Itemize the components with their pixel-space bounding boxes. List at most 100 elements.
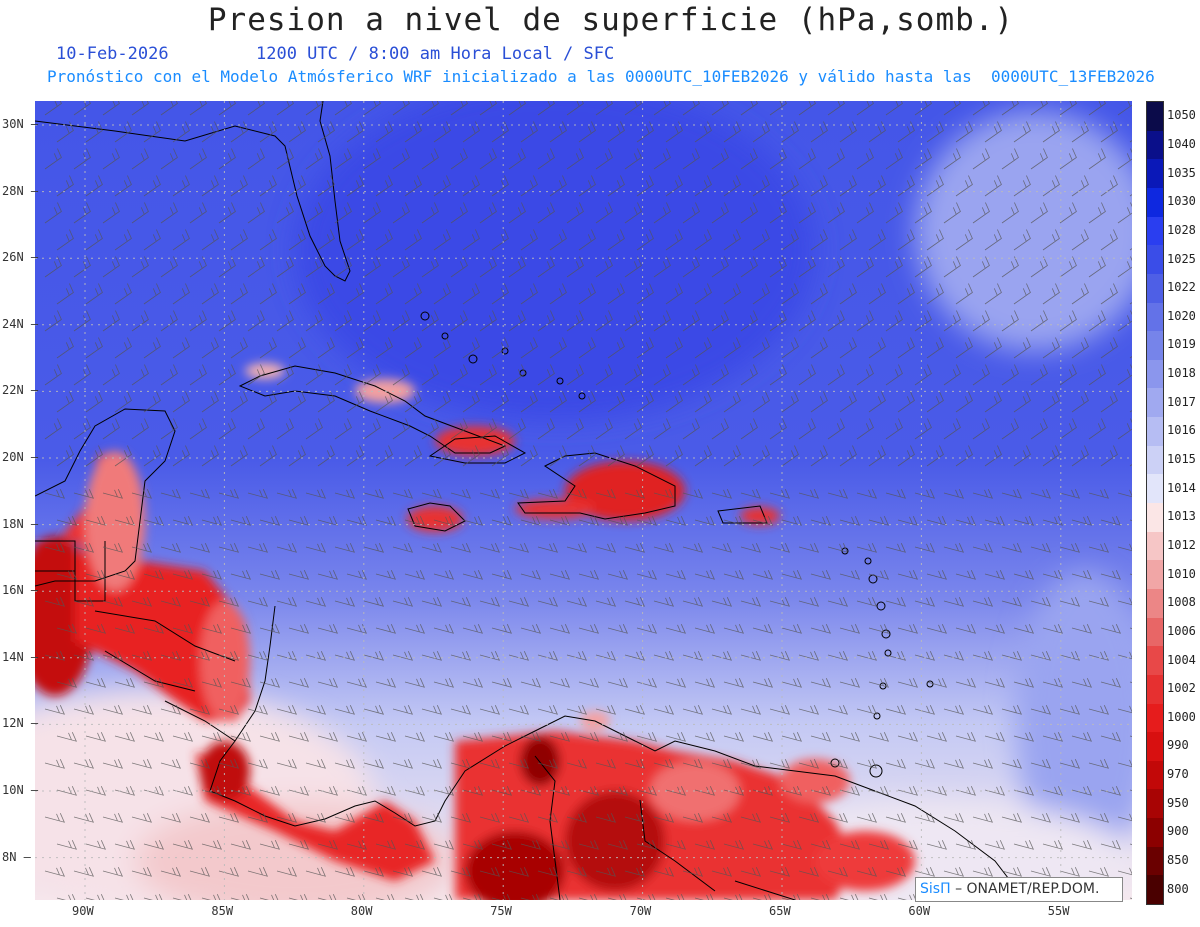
wind-barb bbox=[1013, 445, 1031, 467]
wind-barb bbox=[189, 759, 211, 769]
wind-barb bbox=[288, 624, 310, 634]
wind-barb bbox=[856, 813, 878, 823]
wind-barb bbox=[827, 202, 845, 224]
wind-barb bbox=[305, 202, 323, 224]
wind-barb bbox=[56, 445, 74, 467]
wind-barb bbox=[114, 391, 132, 413]
wind-barb bbox=[972, 310, 990, 332]
wind-barb bbox=[247, 489, 269, 499]
wind-barb bbox=[926, 624, 948, 634]
wind-barb bbox=[665, 732, 687, 742]
wind-barb bbox=[288, 337, 306, 359]
wind-barb bbox=[305, 759, 327, 769]
wind-barb bbox=[810, 732, 832, 742]
wind-barb bbox=[943, 310, 961, 332]
wind-barb bbox=[317, 732, 339, 742]
colorbar-label: 1000 bbox=[1167, 709, 1196, 724]
wind-barb bbox=[160, 867, 182, 877]
wind-barb bbox=[404, 894, 424, 900]
wind-barb bbox=[172, 229, 190, 251]
wind-barb bbox=[102, 759, 124, 769]
wind-barb bbox=[143, 624, 165, 634]
wind-barb bbox=[73, 867, 95, 877]
colorbar-label: 800 bbox=[1167, 881, 1189, 896]
wind-barb bbox=[868, 678, 890, 688]
wind-barb bbox=[955, 570, 977, 580]
wind-barb bbox=[943, 101, 961, 116]
wind-barb bbox=[926, 732, 948, 742]
wind-barb bbox=[508, 705, 530, 715]
colorbar-segment bbox=[1147, 302, 1163, 332]
wind-barb bbox=[665, 570, 687, 580]
wind-barb bbox=[537, 489, 559, 499]
wind-barb bbox=[433, 391, 451, 413]
wind-barb bbox=[508, 489, 530, 499]
colorbar-label: 1020 bbox=[1167, 308, 1196, 323]
wind-barb bbox=[752, 175, 770, 197]
wind-barb bbox=[914, 418, 932, 440]
wind-barb bbox=[1100, 840, 1122, 850]
wind-barb bbox=[462, 570, 484, 580]
wind-barb bbox=[1042, 732, 1064, 742]
wind-barb bbox=[44, 148, 62, 170]
wind-barb bbox=[56, 175, 74, 197]
wind-barb bbox=[810, 840, 832, 850]
wind-barb bbox=[247, 597, 269, 607]
wind-barb bbox=[781, 624, 803, 634]
wind-barb bbox=[549, 337, 567, 359]
wind-barb bbox=[723, 337, 741, 359]
wind-barb bbox=[1100, 624, 1122, 634]
wind-barb bbox=[1013, 570, 1035, 580]
wind-barb bbox=[839, 175, 857, 197]
wind-barb bbox=[479, 256, 497, 278]
wind-barb bbox=[752, 121, 770, 143]
wind-barb bbox=[914, 256, 932, 278]
wind-barb bbox=[885, 543, 907, 553]
wind-barb bbox=[201, 229, 219, 251]
wind-barb bbox=[85, 732, 107, 742]
wind-barb bbox=[491, 678, 513, 688]
wind-barb bbox=[305, 310, 323, 332]
wind-barb bbox=[1117, 202, 1132, 224]
wind-barb bbox=[73, 705, 95, 715]
wind-barb bbox=[189, 310, 207, 332]
wind-barb bbox=[421, 256, 439, 278]
wind-barb bbox=[682, 256, 700, 278]
wind-barb bbox=[740, 101, 758, 116]
wind-barb bbox=[479, 543, 501, 553]
wind-barb bbox=[317, 678, 339, 688]
wind-barb bbox=[288, 570, 310, 580]
wind-barb bbox=[392, 867, 414, 877]
wind-barb bbox=[85, 445, 103, 467]
wind-barb bbox=[856, 148, 874, 170]
wind-barb bbox=[375, 624, 397, 634]
colorbar-segment bbox=[1147, 445, 1163, 475]
colorbar-label: 1025 bbox=[1167, 251, 1196, 266]
date-label: 10-Feb-2026 bbox=[56, 44, 169, 64]
wind-barb bbox=[984, 732, 1006, 742]
wind-barb bbox=[1030, 597, 1052, 607]
wind-barb bbox=[897, 678, 919, 688]
wind-barb bbox=[131, 489, 153, 499]
wind-barb bbox=[363, 418, 381, 440]
wind-barb bbox=[334, 364, 352, 386]
wind-barb bbox=[885, 202, 903, 224]
wind-barb bbox=[682, 759, 704, 769]
wind-barb bbox=[868, 570, 890, 580]
wind-barb bbox=[508, 256, 526, 278]
wind-barb bbox=[56, 840, 78, 850]
wind-barb bbox=[508, 813, 530, 823]
wind-barb bbox=[73, 813, 95, 823]
wind-barb bbox=[131, 364, 149, 386]
wind-barb bbox=[44, 759, 66, 769]
wind-barb bbox=[636, 283, 654, 305]
wind-barb bbox=[1088, 597, 1110, 607]
wind-barb bbox=[578, 283, 596, 305]
wind-barb bbox=[1013, 732, 1035, 742]
wind-barb bbox=[914, 364, 932, 386]
wind-barb bbox=[375, 516, 397, 526]
wind-barb bbox=[607, 175, 625, 197]
wind-barb bbox=[375, 840, 397, 850]
wind-barb bbox=[189, 101, 207, 116]
wind-barb bbox=[189, 489, 211, 499]
